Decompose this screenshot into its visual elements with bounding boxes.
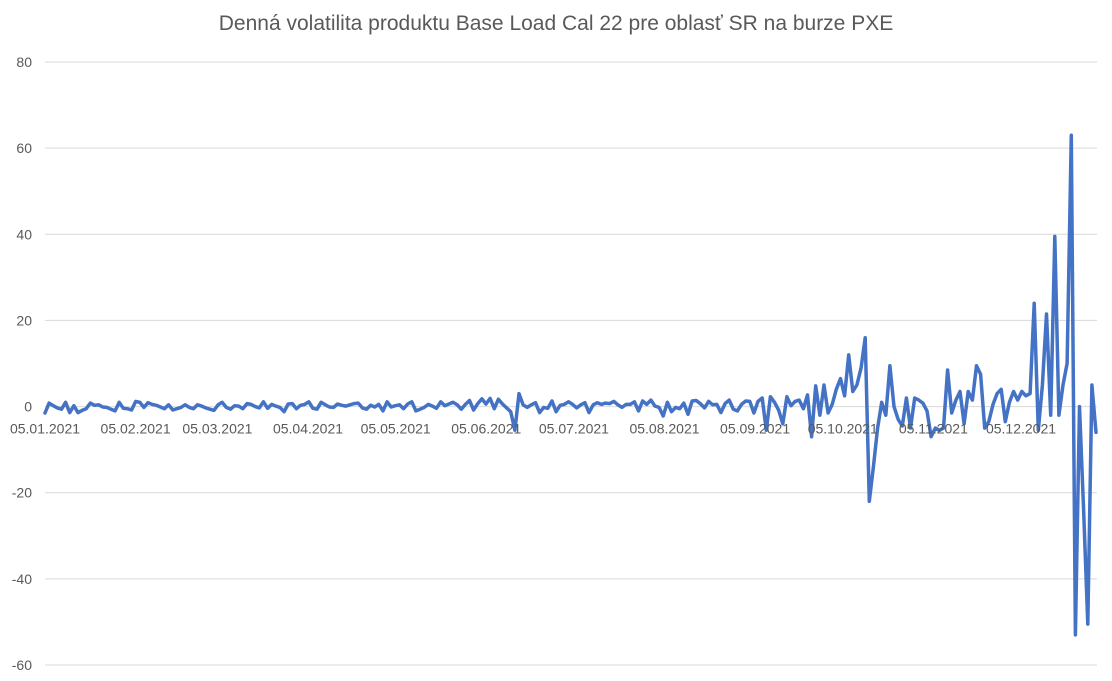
x-tick-label: 05.07.2021 bbox=[539, 421, 609, 437]
y-tick-label: 0 bbox=[24, 399, 32, 415]
series-line-0 bbox=[43, 133, 1098, 637]
x-tick-label: 05.08.2021 bbox=[629, 421, 699, 437]
y-tick-label: 60 bbox=[16, 140, 32, 156]
x-tick-label: 05.10.2021 bbox=[808, 421, 878, 437]
x-tick-label: 05.09.2021 bbox=[720, 421, 790, 437]
y-tick-label: -40 bbox=[12, 571, 32, 587]
x-tick-label: 05.03.2021 bbox=[182, 421, 252, 437]
y-tick-label: -60 bbox=[12, 657, 32, 673]
y-axis-tick-labels: 80 60 40 20 0 -20 -40 -60 bbox=[12, 54, 32, 673]
x-tick-label: 05.02.2021 bbox=[101, 421, 171, 437]
x-tick-label: 05.06.2021 bbox=[451, 421, 521, 437]
y-tick-label: 20 bbox=[16, 312, 32, 328]
x-tick-label: 05.01.2021 bbox=[10, 421, 80, 437]
gridlines bbox=[45, 61, 1097, 666]
chart-title: Denná volatilita produktu Base Load Cal … bbox=[218, 12, 894, 35]
x-tick-label: 05.05.2021 bbox=[361, 421, 431, 437]
y-tick-label: -20 bbox=[12, 485, 32, 501]
x-tick-label: 05.12.2021 bbox=[986, 421, 1056, 437]
y-tick-label: 80 bbox=[16, 54, 32, 70]
x-axis-tick-labels: 05.01.2021 05.02.2021 05.03.2021 05.04.2021… bbox=[10, 421, 1056, 437]
x-tick-label: 05.04.2021 bbox=[273, 421, 343, 437]
series-line-layer bbox=[43, 133, 1098, 637]
x-tick-label: 05.11.2021 bbox=[899, 421, 968, 437]
y-tick-label: 40 bbox=[16, 226, 32, 242]
